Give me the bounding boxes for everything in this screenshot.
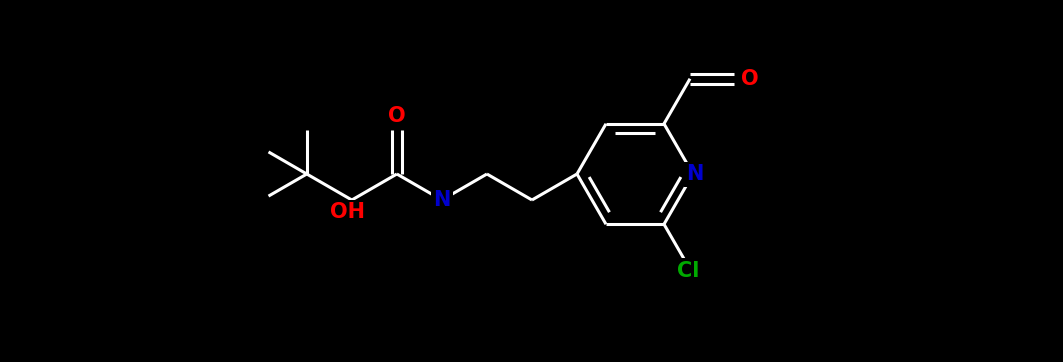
- Text: N: N: [687, 164, 704, 184]
- Text: N: N: [434, 190, 451, 210]
- Text: O: O: [741, 69, 759, 89]
- Text: OH: OH: [331, 202, 366, 222]
- Text: O: O: [388, 106, 406, 126]
- Text: Cl: Cl: [677, 261, 699, 281]
